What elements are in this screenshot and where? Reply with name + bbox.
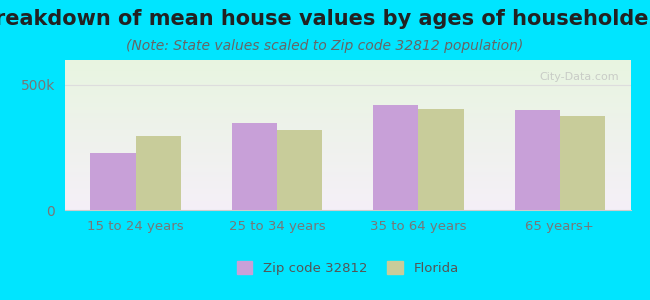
Text: (Note: State values scaled to Zip code 32812 population): (Note: State values scaled to Zip code 3…	[126, 39, 524, 53]
Legend: Zip code 32812, Florida: Zip code 32812, Florida	[230, 254, 465, 281]
Bar	[90, 152, 136, 210]
Bar	[277, 130, 322, 210]
Text: Breakdown of mean house values by ages of householders: Breakdown of mean house values by ages o…	[0, 9, 650, 29]
Text: City-Data.com: City-Data.com	[540, 72, 619, 82]
Bar	[373, 105, 419, 210]
Bar	[560, 116, 605, 210]
Bar	[515, 110, 560, 210]
Bar	[419, 109, 463, 210]
Bar	[136, 136, 181, 210]
Bar	[232, 122, 277, 210]
